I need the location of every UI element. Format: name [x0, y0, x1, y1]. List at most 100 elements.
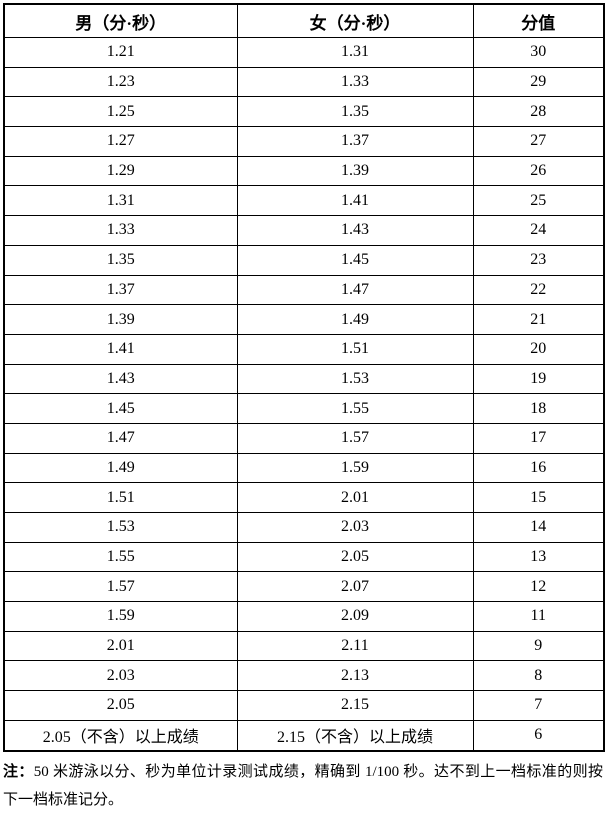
table-row: 1.45 1.55 18: [3, 393, 605, 424]
table-cell: 18: [472, 393, 605, 424]
table-cell: 2.01: [236, 482, 474, 513]
table-cell: 1.53: [236, 363, 474, 395]
table-cell: 1.47: [236, 274, 474, 306]
footnote-text: 50 米游泳以分、秒为单位计录测试成绩，精确到 1/100 秒。达不到上一档标准…: [3, 763, 603, 808]
column-header: 分值: [472, 3, 605, 38]
table-cell: 2.11: [236, 630, 474, 662]
table-cell: 1.59: [236, 452, 474, 484]
table-row: 1.57 2.07 12: [3, 571, 605, 603]
table-cell: 1.51: [3, 482, 238, 513]
table-row: 1.47 1.57 17: [3, 422, 605, 454]
table-cell: 29: [472, 66, 605, 98]
table-cell: 16: [472, 452, 605, 484]
table-row: 1.49 1.59 16: [3, 452, 605, 484]
table-row: 1.41 1.51 20: [3, 333, 605, 365]
table-cell: 1.45: [236, 244, 474, 276]
table-row: 2.03 2.13 8: [3, 660, 605, 692]
table-cell: 21: [472, 304, 605, 335]
table-row: 1.29 1.39 26: [3, 155, 605, 187]
table-cell: 1.33: [236, 66, 474, 98]
table-cell: 1.21: [3, 37, 238, 68]
table-cell: 2.05（不含）以上成绩: [3, 719, 238, 752]
table-cell: 1.37: [236, 126, 474, 157]
table-cell: 1.53: [3, 512, 238, 543]
table-cell: 1.43: [236, 215, 474, 246]
table-cell: 1.47: [3, 422, 238, 454]
table-cell: 1.49: [3, 452, 238, 484]
table-cell: 1.57: [236, 422, 474, 454]
table-row: 1.25 1.35 28: [3, 96, 605, 128]
table-cell: 1.25: [3, 96, 238, 128]
table-cell: 1.31: [3, 185, 238, 217]
table-cell: 27: [472, 126, 605, 157]
table-row: 1.33 1.43 24: [3, 215, 605, 246]
table-row: 2.01 2.11 9: [3, 630, 605, 662]
table-cell: 2.03: [3, 660, 238, 692]
table-cell: 14: [472, 512, 605, 543]
table-cell: 1.27: [3, 126, 238, 157]
table-cell: 2.05: [3, 690, 238, 721]
table-cell: 1.31: [236, 37, 474, 68]
table-cell: 25: [472, 185, 605, 217]
table-cell: 1.59: [3, 601, 238, 632]
table-cell: 23: [472, 244, 605, 276]
table-cell: 1.45: [3, 393, 238, 424]
table-cell: 2.13: [236, 660, 474, 692]
table-cell: 2.05: [236, 541, 474, 573]
table-cell: 6: [472, 719, 605, 752]
table-row: 1.37 1.47 22: [3, 274, 605, 306]
table-cell: 9: [472, 630, 605, 662]
score-table-body: 1.21 1.31 30 1.23 1.33 29 1.25 1.35 28 1.27 1.37 27…: [3, 37, 605, 752]
table-cell: 7: [472, 690, 605, 721]
column-header: 女（分·秒）: [236, 3, 474, 38]
table-row: 1.27 1.37 27: [3, 126, 605, 157]
table-cell: 12: [472, 571, 605, 603]
table-cell: 2.15（不含）以上成绩: [236, 719, 474, 752]
table-cell: 20: [472, 333, 605, 365]
table-cell: 28: [472, 96, 605, 128]
table-cell: 1.39: [236, 155, 474, 187]
table-row: 2.05（不含）以上成绩 2.15（不含）以上成绩 6: [3, 719, 605, 752]
header-row: 男（分·秒） 女（分·秒） 分值: [3, 3, 605, 38]
footnote-label: 注：: [3, 763, 34, 780]
table-row: 1.35 1.45 23: [3, 244, 605, 276]
table-cell: 1.55: [236, 393, 474, 424]
table-cell: 13: [472, 541, 605, 573]
table-cell: 17: [472, 422, 605, 454]
table-cell: 24: [472, 215, 605, 246]
table-row: 1.39 1.49 21: [3, 304, 605, 335]
table-cell: 1.57: [3, 571, 238, 603]
table-row: 1.55 2.05 13: [3, 541, 605, 573]
table-cell: 19: [472, 363, 605, 395]
table-cell: 1.55: [3, 541, 238, 573]
table-cell: 15: [472, 482, 605, 513]
table-cell: 1.51: [236, 333, 474, 365]
table-row: 1.59 2.09 11: [3, 601, 605, 632]
table-cell: 26: [472, 155, 605, 187]
table-cell: 1.49: [236, 304, 474, 335]
table-cell: 22: [472, 274, 605, 306]
table-row: 1.21 1.31 30: [3, 37, 605, 68]
table-cell: 1.43: [3, 363, 238, 395]
table-cell: 1.41: [236, 185, 474, 217]
table-cell: 1.35: [236, 96, 474, 128]
footnote: 注：50 米游泳以分、秒为单位计录测试成绩，精确到 1/100 秒。达不到上一档…: [3, 758, 603, 814]
table-cell: 2.03: [236, 512, 474, 543]
table-cell: 1.39: [3, 304, 238, 335]
table-cell: 1.35: [3, 244, 238, 276]
column-header: 男（分·秒）: [3, 3, 238, 38]
table-row: 1.51 2.01 15: [3, 482, 605, 513]
table-cell: 11: [472, 601, 605, 632]
table-row: 1.31 1.41 25: [3, 185, 605, 217]
table-cell: 1.41: [3, 333, 238, 365]
table-cell: 1.29: [3, 155, 238, 187]
table-row: 1.53 2.03 14: [3, 512, 605, 543]
table-cell: 2.15: [236, 690, 474, 721]
table-cell: 2.01: [3, 630, 238, 662]
table-cell: 2.07: [236, 571, 474, 603]
table-row: 1.43 1.53 19: [3, 363, 605, 395]
table-cell: 2.09: [236, 601, 474, 632]
score-table: 男（分·秒） 女（分·秒） 分值 1.21 1.31 30 1.23 1.33 29 1.25 1…: [3, 3, 605, 752]
table-cell: 30: [472, 37, 605, 68]
